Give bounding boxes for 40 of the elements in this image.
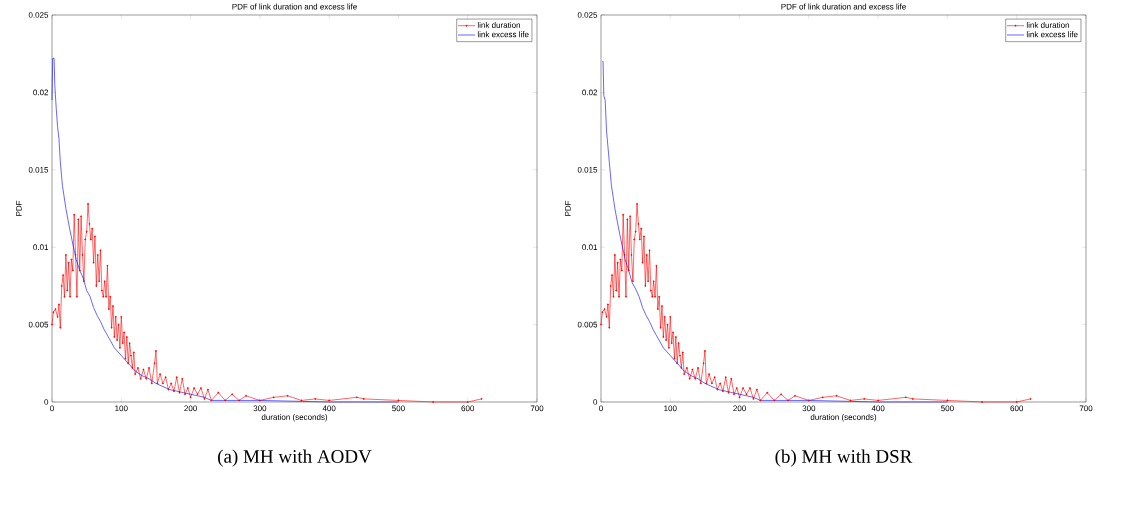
chart-title: PDF of link duration and excess life	[781, 3, 906, 10]
x-tick-label: 300	[802, 405, 816, 412]
x-tick-label: 400	[322, 405, 336, 412]
x-tick-label: 200	[184, 405, 197, 412]
y-tick-label: 0.02	[582, 89, 598, 96]
x-axis-title: duration (seconds)	[810, 414, 877, 422]
y-tick-label: 0	[44, 399, 49, 405]
x-tick-label: 100	[664, 405, 677, 412]
y-tick-label: 0.01	[33, 244, 49, 251]
y-tick-label: 0.02	[33, 89, 49, 96]
legend-label: link excess life	[1026, 31, 1078, 38]
legend-label: link duration	[477, 22, 520, 28]
x-tick-label: 600	[1010, 405, 1024, 412]
x-tick-label: 0	[599, 405, 603, 412]
y-tick-label: 0.025	[28, 12, 49, 18]
x-tick-label: 500	[392, 405, 405, 412]
y-tick-label: 0.015	[577, 166, 598, 173]
x-tick-label: 400	[871, 405, 885, 412]
y-axis-title: PDF	[16, 200, 22, 216]
text: (a) MH with AODV	[218, 449, 372, 467]
x-axis-title: duration (seconds)	[261, 414, 328, 422]
x-tick-label: 200	[733, 405, 746, 412]
x-tick-label: 500	[941, 405, 954, 412]
text: (b) MH with DSR	[775, 449, 913, 467]
x-tick-label: 300	[253, 405, 267, 412]
chart-title: PDF of link duration and excess life	[232, 3, 357, 10]
y-tick-label: 0.015	[28, 166, 49, 173]
x-tick-label: 0	[50, 405, 54, 412]
y-tick-label: 0.025	[577, 12, 598, 18]
x-tick-label: 700	[1079, 405, 1093, 412]
x-tick-label: 100	[115, 405, 128, 412]
y-tick-label: 0.005	[577, 321, 598, 328]
legend-label: link duration	[1026, 22, 1069, 28]
y-tick-label: 0.01	[582, 244, 598, 251]
y-axis-title: PDF	[565, 200, 571, 216]
y-tick-label: 0.005	[28, 321, 49, 328]
legend-label: link excess life	[477, 31, 529, 38]
x-tick-label: 600	[461, 405, 475, 412]
y-tick-label: 0	[593, 399, 598, 405]
x-tick-label: 700	[530, 405, 544, 412]
